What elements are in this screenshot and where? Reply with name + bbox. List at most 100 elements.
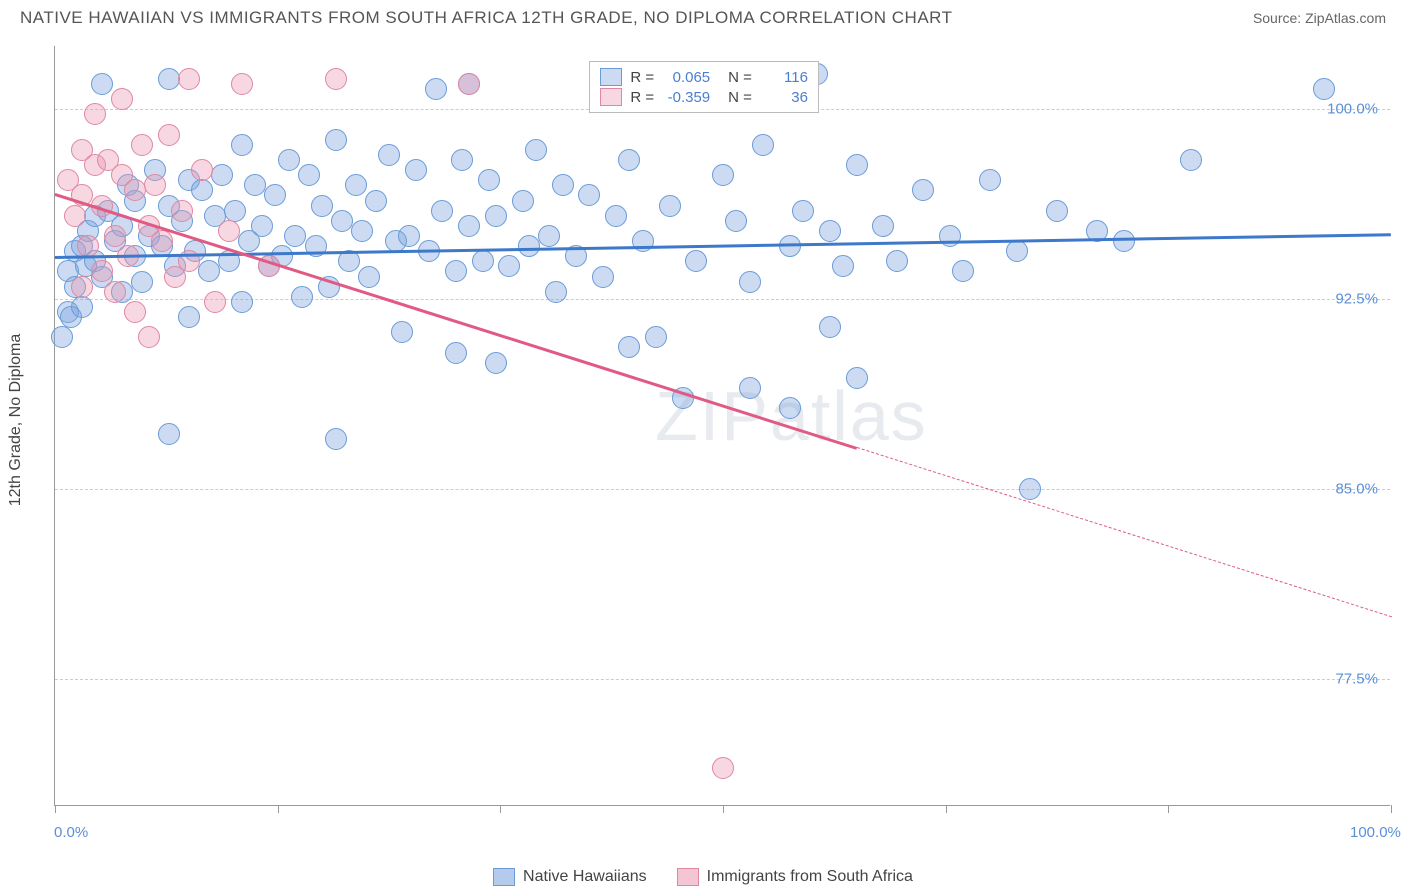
- scatter-point: [264, 184, 286, 206]
- stat-r-label: R =: [630, 89, 654, 106]
- scatter-point: [104, 225, 126, 247]
- scatter-point: [485, 352, 507, 374]
- scatter-point: [51, 326, 73, 348]
- scatter-point: [345, 174, 367, 196]
- scatter-point: [458, 215, 480, 237]
- scatter-point: [512, 190, 534, 212]
- scatter-point: [431, 200, 453, 222]
- scatter-point: [131, 134, 153, 156]
- scatter-point: [71, 296, 93, 318]
- scatter-point: [712, 164, 734, 186]
- scatter-point: [331, 210, 353, 232]
- scatter-point: [1019, 478, 1041, 500]
- scatter-point: [659, 195, 681, 217]
- scatter-point: [752, 134, 774, 156]
- scatter-point: [178, 306, 200, 328]
- scatter-point: [171, 200, 193, 222]
- scatter-point: [1113, 230, 1135, 252]
- scatter-point: [425, 78, 447, 100]
- scatter-point: [538, 225, 560, 247]
- scatter-point: [445, 342, 467, 364]
- scatter-point: [451, 149, 473, 171]
- scatter-point: [485, 205, 507, 227]
- scatter-point: [739, 271, 761, 293]
- scatter-point: [378, 144, 400, 166]
- scatter-point: [779, 235, 801, 257]
- scatter-point: [158, 68, 180, 90]
- scatter-point: [104, 281, 126, 303]
- scatter-point: [224, 200, 246, 222]
- stat-n-value: 36: [760, 89, 808, 106]
- scatter-point: [478, 169, 500, 191]
- scatter-point: [358, 266, 380, 288]
- scatter-point: [792, 200, 814, 222]
- scatter-point: [846, 367, 868, 389]
- scatter-point: [351, 220, 373, 242]
- y-tick-label: 92.5%: [1335, 291, 1378, 308]
- scatter-point: [84, 103, 106, 125]
- stat-n-label: N =: [728, 69, 752, 86]
- scatter-point: [498, 255, 520, 277]
- scatter-point: [578, 184, 600, 206]
- y-tick-label: 100.0%: [1327, 101, 1378, 118]
- scatter-point: [191, 179, 213, 201]
- scatter-point: [284, 225, 306, 247]
- scatter-point: [91, 260, 113, 282]
- scatter-point: [472, 250, 494, 272]
- scatter-point: [886, 250, 908, 272]
- scatter-point: [552, 174, 574, 196]
- gridline: [55, 299, 1390, 300]
- scatter-point: [1313, 78, 1335, 100]
- scatter-point: [231, 73, 253, 95]
- scatter-point: [325, 129, 347, 151]
- scatter-point: [725, 210, 747, 232]
- scatter-point: [952, 260, 974, 282]
- legend-label: Native Hawaiians: [523, 868, 647, 886]
- legend-swatch: [493, 868, 515, 886]
- scatter-point: [158, 423, 180, 445]
- scatter-point: [518, 235, 540, 257]
- scatter-point: [77, 235, 99, 257]
- stat-r-value: -0.359: [662, 89, 710, 106]
- scatter-point: [1046, 200, 1068, 222]
- scatter-point: [198, 260, 220, 282]
- scatter-point: [131, 271, 153, 293]
- stat-r-label: R =: [630, 69, 654, 86]
- scatter-point: [645, 326, 667, 348]
- scatter-point: [291, 286, 313, 308]
- x-tick-label: 100.0%: [1350, 824, 1401, 841]
- scatter-point: [191, 159, 213, 181]
- x-tick: [55, 805, 56, 813]
- stat-n-label: N =: [728, 89, 752, 106]
- scatter-point: [64, 205, 86, 227]
- scatter-point: [244, 174, 266, 196]
- scatter-point: [251, 215, 273, 237]
- chart-title: NATIVE HAWAIIAN VS IMMIGRANTS FROM SOUTH…: [20, 8, 953, 28]
- scatter-point: [211, 164, 233, 186]
- legend-swatch: [677, 868, 699, 886]
- x-tick: [500, 805, 501, 813]
- scatter-point: [405, 159, 427, 181]
- x-tick: [1391, 805, 1392, 813]
- scatter-point: [979, 169, 1001, 191]
- scatter-point: [311, 195, 333, 217]
- scatter-point: [218, 220, 240, 242]
- series-swatch: [600, 68, 622, 86]
- scatter-point: [338, 250, 360, 272]
- scatter-point: [204, 291, 226, 313]
- scatter-point: [872, 215, 894, 237]
- scatter-point: [138, 326, 160, 348]
- scatter-point: [545, 281, 567, 303]
- scatter-point: [779, 397, 801, 419]
- scatter-point: [298, 164, 320, 186]
- scatter-point: [712, 757, 734, 779]
- source-label: Source: ZipAtlas.com: [1253, 10, 1386, 26]
- scatter-point: [525, 139, 547, 161]
- x-tick: [278, 805, 279, 813]
- trend-line: [856, 447, 1391, 617]
- scatter-point: [151, 230, 173, 252]
- scatter-point: [325, 428, 347, 450]
- scatter-point: [124, 179, 146, 201]
- stats-box: R =0.065N =116R =-0.359N =36: [589, 61, 819, 113]
- scatter-point: [158, 124, 180, 146]
